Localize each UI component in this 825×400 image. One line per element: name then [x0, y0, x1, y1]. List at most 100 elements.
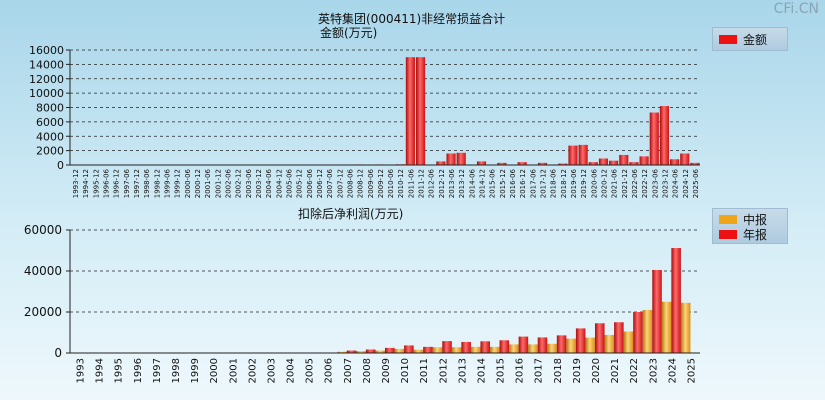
x-tick-label: 2020	[591, 358, 602, 383]
x-tick-label: 1994	[95, 358, 106, 383]
x-tick-label: 2005-12	[296, 169, 304, 198]
bar-2014-12	[476, 161, 487, 165]
bar-2024-06	[670, 159, 680, 165]
interim-bar-2012	[432, 347, 443, 353]
x-tick-label: 2008-12	[357, 169, 365, 198]
interim-bar-2008	[356, 351, 366, 353]
x-tick-label: 2007-06	[326, 168, 334, 198]
legend-swatch	[719, 229, 737, 239]
interim-bar-2022	[623, 331, 634, 353]
x-tick-label: 2014	[476, 358, 487, 383]
x-tick-label: 1994-12	[82, 169, 90, 198]
x-tick-label: 2004-12	[275, 169, 283, 198]
interim-bar-2016	[509, 344, 519, 353]
x-tick-label: 2013-12	[458, 169, 466, 198]
y-tick-label: 60000	[24, 223, 62, 237]
bar-2017-12	[537, 162, 548, 165]
x-tick-label: 1996-12	[113, 169, 121, 198]
interim-bar-2010	[394, 348, 405, 353]
x-tick-label: 2006-12	[316, 169, 324, 198]
annual-bar-2014	[480, 341, 490, 353]
y-tick-label: 40000	[24, 264, 62, 278]
x-tick-label: 2021-12	[621, 169, 629, 198]
bar-2025-06	[690, 162, 700, 165]
x-tick-label: 2022-12	[641, 169, 649, 198]
bar-2015-12	[497, 162, 507, 165]
annual-bar-2023	[652, 269, 662, 353]
annual-bar-2017	[537, 337, 548, 353]
x-tick-label: 1999-12	[174, 169, 182, 198]
x-tick-label: 2009-06	[367, 168, 375, 198]
x-tick-label: 2002-06	[225, 168, 233, 198]
y-tick-label: 8000	[36, 102, 64, 115]
x-tick-label: 1993-12	[72, 169, 80, 198]
x-tick-label: 2020-06	[590, 168, 598, 198]
x-tick-label: 2001	[228, 358, 239, 383]
x-tick-label: 2012-06	[428, 168, 436, 198]
x-tick-label: 2009	[381, 358, 392, 383]
y-tick-label: 0	[57, 159, 64, 172]
x-tick-label: 2003-06	[245, 168, 253, 198]
x-tick-label: 2016-06	[509, 168, 517, 198]
annual-bar-2024	[671, 248, 681, 353]
y-tick-label: 12000	[29, 73, 64, 86]
x-tick-label: 1998	[171, 358, 182, 383]
x-tick-label: 2023-12	[661, 169, 669, 198]
annual-bar-2011	[423, 346, 433, 353]
x-tick-label: 2003-12	[255, 169, 263, 198]
interim-bar-2023	[642, 309, 653, 353]
x-tick-label: 2024-12	[682, 169, 690, 198]
x-tick-label: 2008-06	[346, 168, 354, 198]
x-tick-label: 2000-12	[194, 169, 202, 198]
x-tick-label: 2007	[343, 358, 354, 383]
x-tick-label: 2011	[419, 358, 430, 383]
x-tick-label: 1999	[190, 358, 201, 383]
x-tick-label: 1997	[152, 358, 163, 383]
y-tick-label: 0	[54, 346, 62, 360]
watermark: CFi.CN	[773, 1, 819, 17]
x-tick-label: 2001-06	[204, 168, 212, 198]
x-tick-label: 2025-06	[692, 168, 700, 198]
top-chart-subtitle: 金额(万元)	[320, 26, 378, 40]
legend-swatch	[719, 34, 737, 44]
x-tick-label: 2013	[457, 358, 468, 383]
y-tick-label: 4000	[36, 130, 64, 143]
x-tick-label: 2019-06	[570, 168, 578, 198]
x-tick-label: 1995-12	[92, 169, 100, 198]
interim-bar-2015	[490, 346, 500, 353]
x-tick-label: 2005	[305, 358, 316, 383]
x-tick-label: 2017-06	[529, 168, 537, 198]
bar-2021-12	[619, 154, 629, 165]
x-tick-label: 2021	[610, 358, 621, 383]
bar-2023-06	[649, 112, 659, 165]
interim-bar-2025	[680, 302, 691, 353]
x-tick-label: 2018-12	[560, 169, 568, 198]
bar-2012-12	[436, 161, 446, 165]
x-tick-label: 2009-12	[377, 169, 385, 198]
x-tick-label: 1999-06	[164, 168, 172, 198]
x-tick-label: 2015	[496, 358, 507, 383]
y-tick-label: 2000	[36, 145, 64, 158]
x-tick-label: 2025	[686, 358, 697, 383]
y-tick-label: 10000	[29, 87, 64, 100]
interim-bar-2009	[375, 350, 385, 353]
interim-bar-2018	[547, 343, 557, 353]
x-tick-label: 1998-12	[153, 169, 161, 198]
bar-2023-12	[659, 106, 670, 165]
x-tick-label: 2022-06	[631, 168, 639, 198]
bar-2013-06	[446, 153, 456, 165]
bar-2020-06	[588, 162, 598, 165]
x-tick-label: 1997-06	[123, 168, 131, 198]
legend-label: 金额	[743, 32, 768, 47]
interim-bar-2014	[470, 346, 481, 353]
bar-2020-12	[598, 158, 609, 165]
x-tick-label: 2010-12	[397, 169, 405, 198]
annual-bar-2010	[404, 345, 414, 353]
x-tick-label: 2002-12	[235, 169, 243, 198]
x-tick-label: 2021-06	[611, 168, 619, 198]
annual-bar-2022	[633, 312, 643, 353]
x-tick-label: 2010-06	[387, 168, 395, 198]
annual-bar-2008	[365, 349, 376, 353]
legend-label: 中报	[743, 212, 768, 227]
